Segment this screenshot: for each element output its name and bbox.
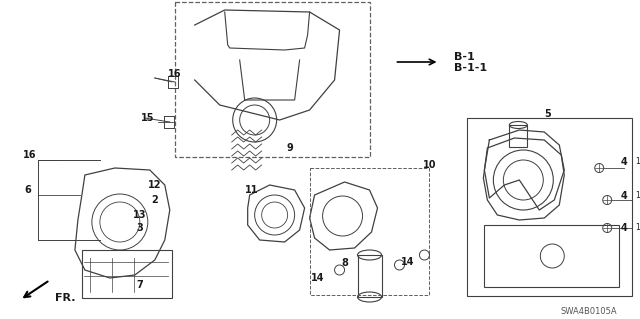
Bar [358,255,381,297]
Text: 5: 5 [544,109,550,119]
Text: B-1-1: B-1-1 [454,63,488,73]
Bar [310,168,429,295]
Text: 1: 1 [635,224,639,233]
Text: 10: 10 [422,160,436,170]
Text: 12: 12 [148,180,161,190]
Bar [467,118,632,296]
Text: 3: 3 [136,223,143,233]
Text: 4: 4 [621,223,628,233]
Bar [82,250,172,298]
Text: 9: 9 [286,143,293,153]
Text: 2: 2 [152,195,158,205]
Text: FR.: FR. [55,293,76,303]
Bar [509,125,527,147]
Text: 4: 4 [621,157,628,167]
Text: 1: 1 [635,158,639,167]
Text: 14: 14 [401,257,414,267]
Text: 4: 4 [621,191,628,201]
Text: B-1: B-1 [454,52,475,62]
Text: SWA4B0105A: SWA4B0105A [561,308,618,316]
Text: 16: 16 [168,69,182,79]
Text: 13: 13 [133,210,147,220]
Text: 6: 6 [24,185,31,195]
Bar [484,225,620,287]
Bar [175,2,369,157]
Text: 15: 15 [141,113,154,123]
Text: 11: 11 [245,185,259,195]
Text: 7: 7 [136,280,143,290]
Text: 1: 1 [635,191,639,201]
Text: 14: 14 [311,273,324,283]
Text: 8: 8 [341,258,348,268]
Text: 16: 16 [23,150,36,160]
